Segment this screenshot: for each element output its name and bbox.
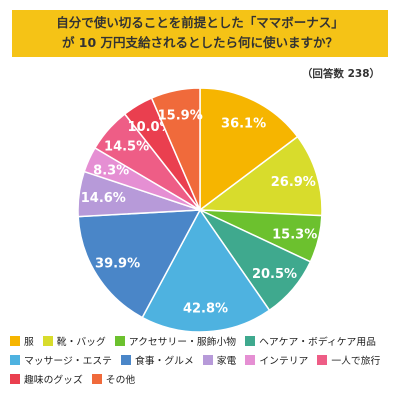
pie-slice-6 [77,209,202,319]
legend-label: その他 [105,374,136,386]
legend-label: アクセサリー・服飾小物 [128,336,237,348]
slice-value-label: 39.9% [95,256,140,271]
legend-item: ヘアケア・ボディケア用品 [245,334,376,348]
legend-item: 趣味のグッズ [10,372,83,386]
legend-swatch [245,354,256,365]
legend-row: マッサージ・エステ 食事・グルメ 家電 インテリア 一人で旅行 [10,350,394,369]
slice-value-label: 20.5% [252,267,297,282]
legend-item: 服 [10,334,34,348]
legend-swatch [10,335,20,346]
chart-title-line1: 自分で使い切ることを前提とした「ママボーナス」 [56,15,344,30]
slice-value-label: 14.6% [81,191,126,206]
legend-row: 服 靴・バッグ アクセサリー・服飾小物 ヘアケア・ボディケア用品 [10,331,394,350]
legend-item: 食事・グルメ [120,353,194,367]
legend-label: 食事・グルメ [134,355,194,367]
legend-swatch [10,373,20,384]
chart-title: 自分で使い切ることを前提とした「ママボーナス」 が 10 万円支給されるとしたら… [12,10,388,57]
legend-swatch [42,335,53,346]
slice-value-label: 42.8% [183,301,228,316]
legend-label: ヘアケア・ボディケア用品 [259,336,376,348]
legend-label: 家電 [216,355,237,367]
legend-item: その他 [91,372,136,386]
chart-title-line2: が 10 万円支給されるとしたら何に使いますか？ [61,35,339,50]
legend-swatch [120,354,131,365]
pie-slice-2 [197,135,323,217]
pie-slice-5 [141,208,271,333]
slice-value-label: 8.3% [93,164,129,179]
legend-swatch [202,354,213,365]
legend-item: 家電 [202,353,237,367]
legend-item: 一人で旅行 [317,353,380,367]
legend-swatch [10,354,20,365]
legend-item: インテリア [245,353,308,367]
respondent-count: （回答数 238） [301,68,380,80]
slice-value-label: 14.5% [104,140,149,155]
legend-label: マッサージ・エステ [24,355,112,367]
slice-value-label: 26.9% [271,175,316,190]
slice-value-label: 15.3% [272,227,317,242]
legend-row: 趣味のグッズ その他 [10,369,394,388]
legend-swatch [91,373,102,384]
legend-item: マッサージ・エステ [10,353,112,367]
legend-item: アクセサリー・服飾小物 [114,334,237,348]
legend-swatch [317,354,328,365]
legend-label: インテリア [259,355,309,367]
legend-label: 服 [24,336,34,348]
legend-swatch [245,335,256,346]
legend: 服 靴・バッグ アクセサリー・服飾小物 ヘアケア・ボディケア用品 マッサージ・エステ 食… [10,331,394,388]
legend-item: 靴・バッグ [42,334,106,348]
slice-value-label: 10.0% [128,120,173,135]
pie-slice-11 [150,87,201,211]
legend-label: 靴・バッグ [56,336,106,348]
slice-value-label: 15.9% [158,108,203,123]
legend-label: 一人で旅行 [331,355,381,367]
slice-value-label: 36.1% [221,117,266,132]
legend-swatch [114,335,125,346]
pie-slice-1 [199,87,299,212]
legend-label: 趣味のグッズ [24,374,83,386]
